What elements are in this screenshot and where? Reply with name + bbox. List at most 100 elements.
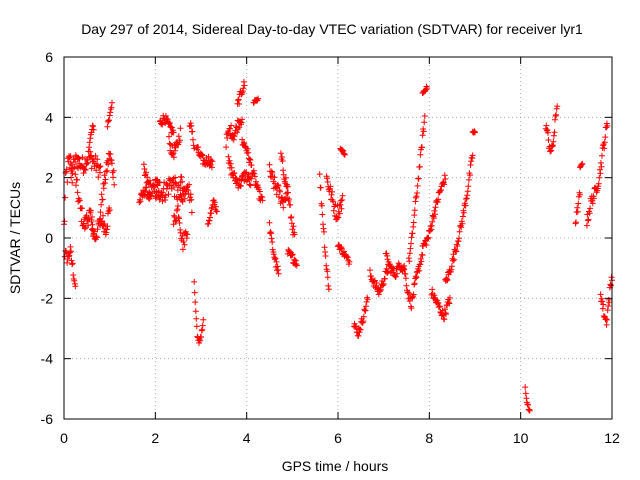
data-point <box>98 191 105 198</box>
data-point <box>158 189 165 196</box>
data-point <box>390 269 397 276</box>
data-point <box>103 226 110 233</box>
data-point <box>187 191 194 198</box>
data-point <box>256 188 263 195</box>
data-point <box>187 120 194 127</box>
data-point <box>408 234 415 241</box>
data-point <box>84 216 91 223</box>
data-point <box>108 104 115 111</box>
data-point <box>441 316 448 323</box>
data-point <box>545 137 552 143</box>
data-point <box>319 211 326 218</box>
data-point <box>577 191 583 198</box>
data-point <box>106 207 113 213</box>
data-point <box>89 122 96 129</box>
data-point <box>209 158 216 165</box>
data-point <box>193 315 200 322</box>
y-tick-label: 0 <box>45 230 53 246</box>
y-tick-label: -2 <box>41 290 54 306</box>
data-point <box>186 181 193 188</box>
data-point <box>285 189 291 196</box>
data-point <box>599 152 605 159</box>
data-point <box>248 162 255 169</box>
data-point <box>188 196 195 203</box>
data-point <box>93 234 100 241</box>
data-point <box>181 195 188 202</box>
data-point <box>275 182 282 189</box>
data-point <box>355 332 362 339</box>
data-point <box>460 209 467 216</box>
data-point <box>360 313 367 320</box>
data-point <box>178 174 185 181</box>
data-point <box>177 184 183 191</box>
data-point <box>105 117 112 124</box>
data-point <box>106 117 113 124</box>
data-point <box>277 188 283 195</box>
data-point <box>544 127 551 133</box>
data-point <box>66 249 73 256</box>
data-point <box>277 150 284 157</box>
data-point <box>227 125 233 132</box>
data-point <box>339 192 346 199</box>
data-point <box>575 200 582 207</box>
data-point <box>239 116 246 123</box>
data-point <box>211 199 218 206</box>
data-point <box>465 176 472 183</box>
data-point <box>72 171 79 178</box>
data-point <box>431 207 438 214</box>
data-point <box>180 238 187 245</box>
data-point <box>396 262 403 268</box>
data-point <box>191 289 198 296</box>
data-point <box>66 154 73 161</box>
data-point <box>269 239 276 245</box>
data-point <box>410 219 417 226</box>
data-point <box>87 207 94 214</box>
data-point <box>367 267 373 274</box>
data-point <box>64 259 71 266</box>
data-point <box>198 151 205 158</box>
data-point <box>597 291 604 298</box>
y-tick-label: 2 <box>45 170 53 186</box>
data-point <box>272 255 279 262</box>
data-point <box>287 201 294 208</box>
data-point <box>273 258 280 265</box>
data-point <box>406 258 413 265</box>
data-point <box>228 122 235 129</box>
data-point <box>82 167 89 173</box>
data-point <box>375 291 382 298</box>
data-point <box>84 159 91 166</box>
data-point <box>432 211 438 218</box>
data-point <box>413 274 420 281</box>
data-point <box>95 174 102 181</box>
y-axis-label: SDTVAR / TECUs <box>7 182 23 294</box>
chart-title: Day 297 of 2014, Sidereal Day-to-day VTE… <box>81 21 583 37</box>
data-point <box>578 161 585 168</box>
data-point <box>604 122 611 129</box>
data-point <box>75 154 82 161</box>
data-point <box>589 200 596 207</box>
data-point <box>381 275 388 282</box>
data-point <box>417 151 424 158</box>
data-point <box>109 160 115 167</box>
data-point <box>175 203 181 209</box>
data-point <box>554 103 561 110</box>
data-point <box>241 82 248 89</box>
data-point <box>451 256 458 263</box>
data-point <box>412 273 419 280</box>
data-point <box>448 266 455 273</box>
data-point <box>102 176 109 183</box>
grid <box>64 57 612 419</box>
data-point <box>137 198 144 205</box>
data-point <box>170 154 177 161</box>
y-tick-label: 6 <box>45 49 53 65</box>
data-point <box>583 222 590 229</box>
data-point <box>289 251 296 258</box>
data-point <box>424 85 431 92</box>
data-point <box>245 149 252 156</box>
data-point <box>111 181 118 188</box>
data-point <box>208 164 215 171</box>
data-point <box>446 294 453 301</box>
data-point <box>70 272 77 278</box>
data-point <box>104 123 111 130</box>
